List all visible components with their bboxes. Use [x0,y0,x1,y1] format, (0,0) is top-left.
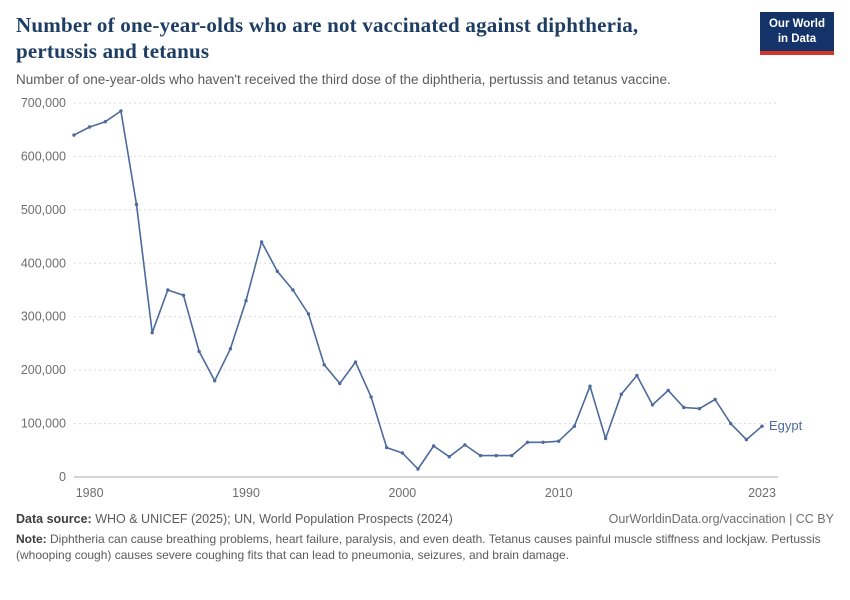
data-point [478,453,483,457]
note-label: Note: [16,531,47,546]
y-axis-tick-label: 200,000 [21,363,66,377]
data-point [760,424,764,428]
data-point [353,359,358,364]
data-point [572,424,577,428]
data-point [494,453,498,457]
data-point [650,402,655,407]
y-axis-tick-label: 500,000 [21,202,66,216]
data-point [729,421,733,425]
data-point [181,293,186,297]
data-point [259,239,264,244]
x-axis-tick-label: 2010 [545,486,573,500]
data-point [338,381,342,385]
data-point [197,349,201,353]
data-point [635,373,639,377]
data-point [244,298,248,302]
data-point [228,346,233,350]
data-point [213,378,217,382]
data-point [103,119,108,123]
data-point [463,442,467,447]
note-text: Diphtheria can cause breathing problems,… [16,531,821,563]
y-axis-tick-label: 700,000 [21,96,66,110]
data-point [291,287,295,292]
data-point [666,388,670,392]
y-axis-tick-label: 0 [59,470,66,484]
data-source: Data source: WHO & UNICEF (2025); UN, Wo… [16,512,453,526]
data-point [557,439,561,443]
data-source-text: WHO & UNICEF (2025); UN, World Populatio… [91,511,453,526]
x-axis-tick-label: 1990 [232,486,260,500]
y-axis-tick-label: 600,000 [21,149,66,163]
data-point [682,405,686,409]
owid-logo-line2: in Data [777,32,817,45]
data-point [603,436,608,440]
data-point [275,269,279,273]
data-point [619,392,623,396]
x-axis-tick-label: 2023 [748,486,776,500]
y-axis-tick-label: 100,000 [21,416,66,430]
data-point [697,406,702,410]
data-point [525,440,530,444]
data-point [416,466,420,471]
series-line-egypt [73,109,763,470]
x-axis-tick-label: 2000 [388,486,416,500]
attribution: OurWorldinData.org/vaccination | CC BY [608,511,834,526]
chart-header: Number of one-year-olds who are not vacc… [16,12,834,89]
data-point [369,394,373,399]
y-axis-tick-label: 400,000 [21,256,66,270]
data-point [150,330,154,334]
chart-subtitle: Number of one-year-olds who haven't rece… [16,71,671,87]
page-title: Number of one-year-olds who are not vacc… [16,13,639,64]
data-point [322,362,326,366]
owid-logo-line1: Our World [768,18,825,30]
x-axis-tick-label: 1980 [76,486,104,500]
data-point [588,384,592,388]
data-point [166,287,170,292]
data-point [306,311,311,316]
data-point [400,450,405,455]
data-point [385,445,389,449]
data-point [713,397,717,401]
owid-logo: Our World in Data [759,12,834,55]
line-chart: 0 100,000 200,000 300,000 400,000 500,000 600,… [16,91,834,508]
y-axis-tick-label: 300,000 [21,309,66,323]
data-point [134,202,139,206]
data-point [744,437,749,441]
chart-note: Note: Diphtheria can cause breathing pro… [16,531,834,565]
data-point [447,454,451,458]
data-point [72,132,76,137]
chart-footer: Data source: WHO & UNICEF (2025); UN, Wo… [16,512,834,565]
data-point [87,124,92,129]
series-label-egypt: Egypt [769,418,803,433]
data-source-label: Data source: [16,511,92,526]
data-point [431,443,436,448]
data-point [510,453,514,457]
data-point [119,108,123,113]
data-point [541,440,545,444]
line-chart-svg: 0 100,000 200,000 300,000 400,000 500,000 600,… [21,96,803,500]
